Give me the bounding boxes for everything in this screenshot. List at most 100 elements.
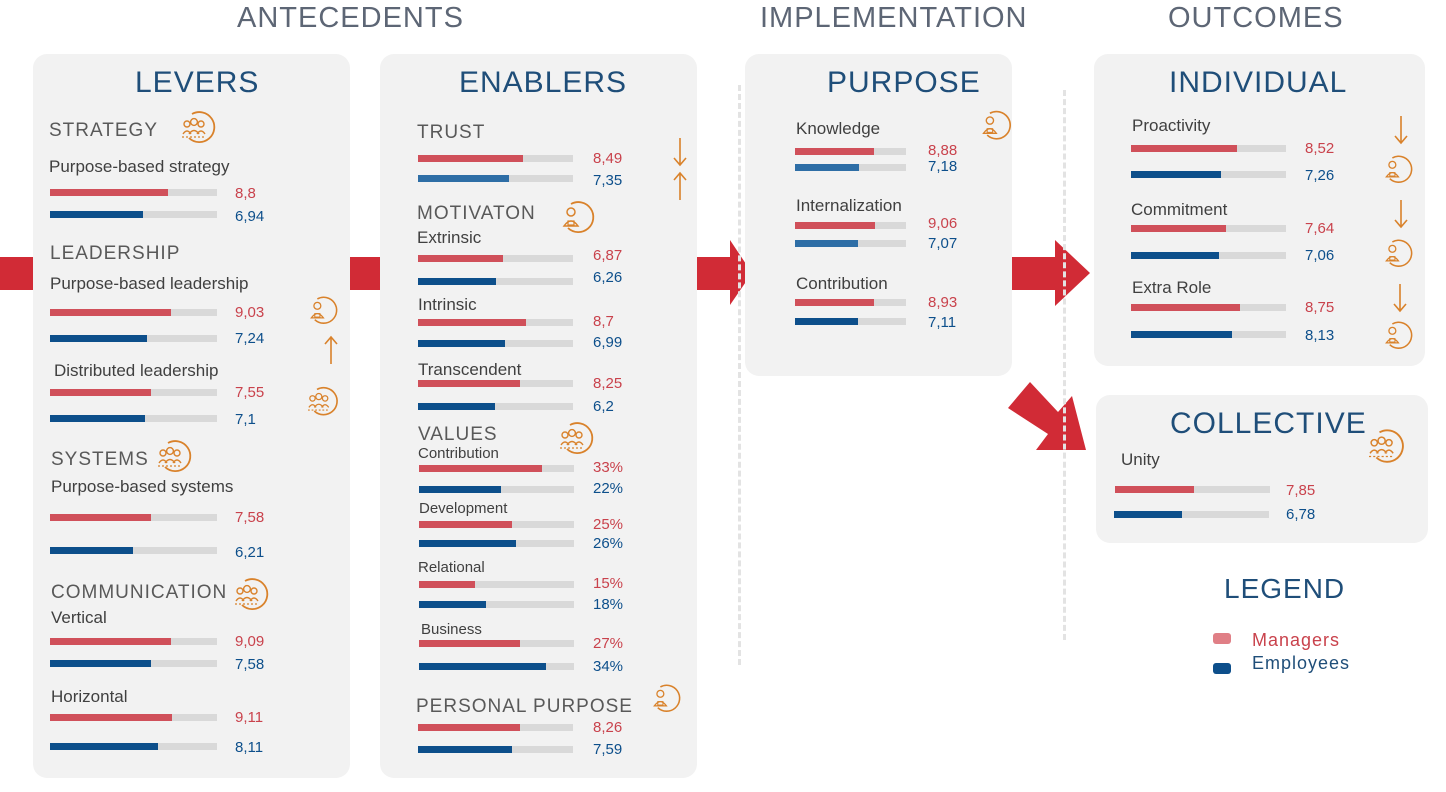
employees-bar <box>50 335 147 342</box>
contribution-label: Contribution <box>418 445 499 462</box>
managers-value: 8,26 <box>593 719 623 736</box>
managers-value: 25% <box>593 516 624 533</box>
development-label: Development <box>419 500 508 517</box>
employees-value: 6,99 <box>593 334 623 351</box>
bar-track <box>1131 171 1286 178</box>
employees-value: 7,24 <box>235 330 265 347</box>
bar-track <box>419 486 574 493</box>
bar-track <box>50 638 217 645</box>
bar-track <box>50 389 217 396</box>
managers-value: 9,03 <box>235 304 265 321</box>
managers-value: 9,11 <box>235 709 264 726</box>
employees-value: 34% <box>593 658 624 675</box>
managers-bar <box>795 222 876 229</box>
managers-value: 9,06 <box>928 215 958 232</box>
managers-bar <box>1131 225 1226 232</box>
managers-bar <box>419 640 520 647</box>
systems-label: SYSTEMS <box>51 449 149 470</box>
employees-bar <box>50 547 133 554</box>
employees-bar <box>418 278 496 285</box>
bar-track <box>50 514 217 521</box>
bar-track <box>1115 486 1270 493</box>
proactivity-label: Proactivity <box>1132 116 1211 135</box>
employees-bar <box>50 743 159 750</box>
legend-employees-label: Employees <box>1252 653 1351 673</box>
managers-value: 8,25 <box>593 375 623 392</box>
employees-value: 7,35 <box>593 172 623 189</box>
bar-track <box>418 319 573 326</box>
individual-title: INDIVIDUAL <box>1169 66 1348 99</box>
managers-value: 8,52 <box>1305 140 1335 157</box>
bar-track <box>418 724 573 731</box>
employees-bar <box>419 663 546 670</box>
personal-purpose-label: PERSONAL PURPOSE <box>416 696 633 717</box>
section-outcomes: OUTCOMES <box>1168 2 1344 34</box>
purpose-based-strategy-label: Purpose-based strategy <box>49 157 230 176</box>
transcendent-label: Transcendent <box>418 360 522 379</box>
managers-value: 8,7 <box>593 313 614 330</box>
bar-track <box>50 743 217 750</box>
employees-value: 8,13 <box>1305 327 1335 344</box>
person-target-icon <box>1382 236 1420 272</box>
bar-track <box>795 299 906 306</box>
collective-title: COLLECTIVE <box>1170 407 1367 440</box>
managers-bar <box>50 189 168 196</box>
managers-value: 8,49 <box>593 150 623 167</box>
bar-track <box>1131 331 1286 338</box>
team-target-icon <box>180 108 224 148</box>
employees-value: 6,21 <box>235 544 265 561</box>
managers-bar <box>50 389 151 396</box>
managers-value: 7,64 <box>1305 220 1335 237</box>
purpose-based-leadership-label: Purpose-based leadership <box>50 274 249 293</box>
employees-bar <box>795 318 859 325</box>
employees-bar <box>1131 331 1232 338</box>
managers-bar <box>419 521 513 528</box>
person-target-icon <box>559 198 603 238</box>
section-implementation: IMPLEMENTATION <box>760 2 1028 34</box>
employees-bar <box>50 415 145 422</box>
intrinsic-label: Intrinsic <box>418 295 477 314</box>
employees-bar <box>418 403 495 410</box>
managers-bar <box>50 309 171 316</box>
managers-value: 9,09 <box>235 633 265 650</box>
bar-track <box>795 240 906 247</box>
managers-bar <box>50 714 172 721</box>
managers-bar <box>795 299 875 306</box>
managers-bar <box>418 724 521 731</box>
bar-track <box>50 660 217 667</box>
down-arrow-icon <box>1394 200 1408 229</box>
employees-value: 6,2 <box>593 398 614 415</box>
extrinsic-label: Extrinsic <box>417 228 482 247</box>
business-label: Business <box>421 621 482 638</box>
separator-right <box>1063 90 1066 640</box>
bar-track <box>419 581 574 588</box>
employees-value: 8,11 <box>235 739 264 756</box>
managers-bar <box>419 465 542 472</box>
managers-value: 8,88 <box>928 142 958 159</box>
employees-swatch <box>1213 663 1231 674</box>
legend-title: LEGEND <box>1224 573 1346 604</box>
up-arrow-icon <box>673 171 687 200</box>
unity-label: Unity <box>1121 450 1160 469</box>
internalization-label: Internalization <box>796 196 902 215</box>
employees-bar <box>1114 511 1183 518</box>
bar-track <box>1131 252 1286 259</box>
employees-value: 6,26 <box>593 269 623 286</box>
managers-value: 8,93 <box>928 294 958 311</box>
bar-track <box>50 335 217 342</box>
managers-value: 8,75 <box>1305 299 1335 316</box>
managers-value: 6,87 <box>593 247 623 264</box>
section-antecedents: ANTECEDENTS <box>237 2 464 34</box>
managers-value: 7,58 <box>235 509 265 526</box>
person-target-icon <box>1382 152 1420 188</box>
managers-value: 27% <box>593 635 624 652</box>
managers-bar <box>419 581 475 588</box>
commitment-label: Commitment <box>1131 200 1228 219</box>
managers-bar <box>418 319 526 326</box>
employees-value: 7,26 <box>1305 167 1335 184</box>
communication-label: COMMUNICATION <box>51 582 228 603</box>
flow-arrow-enablers-purpose <box>697 240 752 305</box>
knowledge-label: Knowledge <box>796 119 881 138</box>
bar-track <box>50 714 217 721</box>
motivation-label: MOTIVATON <box>417 203 536 224</box>
